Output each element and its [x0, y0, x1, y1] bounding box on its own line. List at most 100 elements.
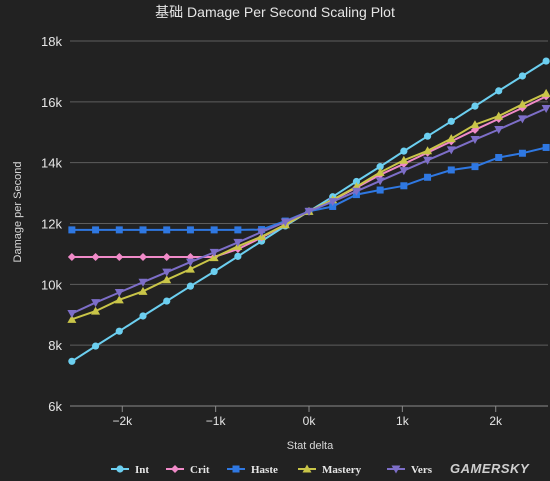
data-point-haste — [139, 226, 147, 234]
series-haste — [68, 143, 550, 234]
data-point-mastery — [91, 306, 101, 315]
data-point-int — [471, 102, 479, 110]
data-point-vers — [209, 248, 219, 257]
x-tick-label: −1k — [206, 414, 227, 428]
data-point-vers — [233, 238, 243, 247]
data-point-mastery — [399, 155, 409, 164]
data-point-haste — [424, 173, 432, 181]
data-point-mastery — [423, 146, 433, 155]
data-point-crit — [115, 252, 124, 261]
data-point-vers — [138, 278, 148, 287]
x-tick-label: −2k — [112, 414, 133, 428]
data-point-mastery — [517, 99, 527, 108]
data-point-vers — [470, 136, 480, 145]
data-point-vers — [162, 268, 172, 277]
legend-label-vers: Vers — [411, 464, 433, 476]
legend-label-int: Int — [135, 464, 149, 476]
data-point-haste — [495, 153, 503, 161]
data-point-crit — [162, 252, 171, 261]
legend-item-crit: Crit — [166, 464, 210, 476]
data-point-vers — [494, 126, 504, 135]
series-vers — [67, 105, 550, 319]
data-point-int — [186, 282, 195, 290]
data-point-haste — [115, 226, 123, 234]
data-point-haste — [400, 182, 408, 190]
data-point-haste — [186, 226, 194, 234]
series-crit — [67, 92, 550, 261]
x-tick-label: 0k — [303, 414, 317, 428]
data-point-mastery — [162, 275, 172, 284]
y-axis: 6k 8k 10k 12k 14k 16k 18k — [41, 34, 62, 414]
data-point-int — [139, 312, 147, 320]
x-axis-label: Stat delta — [287, 440, 334, 452]
data-point-int — [495, 87, 503, 95]
data-point-mastery — [541, 88, 550, 97]
legend-label-mastery: Mastery — [322, 464, 362, 476]
y-tick-label: 16k — [41, 95, 62, 110]
series-mastery — [67, 88, 550, 323]
series-layer — [67, 57, 550, 365]
data-point-int — [423, 132, 432, 140]
data-point-vers — [517, 115, 527, 124]
y-tick-label: 6k — [48, 399, 62, 414]
data-point-vers — [541, 105, 550, 114]
data-point-haste — [92, 226, 100, 234]
x-tick-label: 2k — [489, 414, 503, 428]
y-tick-label: 12k — [41, 217, 62, 232]
data-point-vers — [351, 187, 361, 196]
y-tick-label: 10k — [41, 277, 62, 292]
data-point-crit — [91, 252, 100, 261]
legend-item-mastery: Mastery — [298, 464, 362, 476]
data-point-vers — [114, 289, 124, 298]
data-point-mastery — [114, 295, 124, 304]
data-point-int — [518, 72, 527, 80]
data-point-mastery — [185, 264, 195, 273]
y-axis-label: Damage per Second — [12, 162, 24, 263]
data-point-int — [68, 357, 76, 365]
data-point-mastery — [209, 253, 219, 262]
data-point-crit — [67, 252, 76, 261]
data-point-vers — [399, 167, 409, 176]
data-point-mastery — [470, 120, 480, 129]
data-point-vers — [257, 228, 267, 237]
legend-label-haste: Haste — [251, 464, 278, 476]
chart-title: 基础 Damage Per Second Scaling Plot — [155, 4, 395, 20]
data-point-haste — [163, 226, 171, 234]
legend-item-haste: Haste — [227, 464, 278, 476]
data-point-haste — [234, 226, 242, 234]
watermark-logo: GAMERSKY — [450, 461, 530, 476]
data-point-haste — [329, 202, 337, 210]
data-point-vers — [375, 177, 385, 186]
data-point-haste — [447, 166, 455, 174]
data-point-haste — [68, 226, 76, 234]
data-point-int — [376, 163, 384, 171]
data-point-vers — [304, 207, 314, 216]
data-point-int — [210, 267, 218, 276]
data-point-haste — [542, 143, 550, 151]
x-axis: −2k −1k 0k 1k 2k — [70, 405, 548, 428]
data-point-int — [400, 147, 408, 155]
data-point-vers — [280, 218, 290, 227]
data-point-mastery — [494, 111, 504, 120]
data-point-vers — [67, 310, 77, 319]
data-point-crit — [139, 252, 148, 261]
legend-marker-haste — [232, 465, 240, 473]
data-point-haste — [518, 149, 526, 157]
data-point-mastery — [67, 314, 77, 323]
legend-marker-int — [116, 465, 124, 473]
legend-marker-mastery — [302, 464, 312, 473]
legend-label-crit: Crit — [190, 464, 210, 476]
data-point-vers — [185, 258, 195, 267]
data-point-int — [447, 117, 455, 125]
data-point-vers — [91, 299, 101, 308]
legend-marker-crit — [171, 465, 179, 473]
legend-item-int: Int — [111, 464, 149, 476]
data-point-int — [234, 252, 242, 260]
data-point-vers — [423, 156, 433, 165]
data-point-int — [91, 342, 100, 350]
data-point-vers — [446, 146, 456, 155]
y-tick-label: 8k — [48, 338, 62, 353]
grid-lines — [70, 40, 548, 407]
